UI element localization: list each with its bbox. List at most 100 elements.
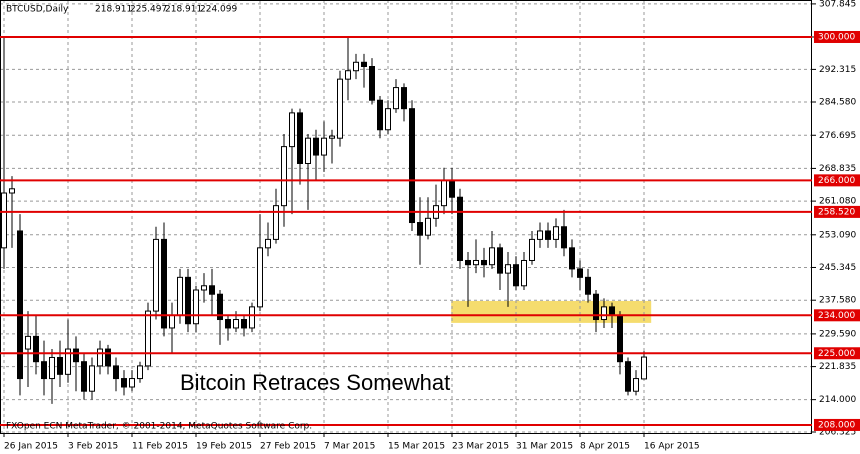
- candle-body: [265, 238, 271, 249]
- candle-body: [393, 87, 399, 110]
- candle-body: [417, 222, 423, 236]
- candle-body: [441, 179, 447, 207]
- candle-body: [545, 230, 551, 240]
- candle-body: [9, 188, 15, 194]
- candle-body: [497, 247, 503, 274]
- candle-body: [73, 348, 79, 363]
- candle-body: [425, 217, 431, 236]
- candle-body: [89, 365, 95, 392]
- candle-body: [153, 238, 159, 312]
- candle-body: [361, 61, 367, 68]
- candle-body: [17, 230, 23, 380]
- y-tick-label: 221.835: [819, 362, 856, 372]
- candle-body: [505, 264, 511, 274]
- candle-body: [65, 348, 71, 375]
- candle-body: [41, 361, 47, 380]
- candle-body: [97, 348, 103, 367]
- candle-body: [57, 356, 63, 375]
- candle-body: [185, 276, 191, 325]
- x-tick-label: 26 Jan 2015: [4, 442, 58, 452]
- candle-body: [617, 314, 623, 363]
- level-label: 234.000: [818, 311, 855, 321]
- y-tick-label: 229.590: [819, 329, 856, 339]
- candle-body: [25, 335, 31, 350]
- candle-body: [217, 293, 223, 321]
- footer: FXOpen ECN MetaTrader, © 2001-2014, Meta…: [6, 422, 312, 432]
- ohlc-close: 224.099: [200, 5, 237, 15]
- candle-body: [145, 310, 151, 367]
- candle-body: [249, 306, 255, 329]
- candle-body: [561, 226, 567, 249]
- x-tick-label: 23 Mar 2015: [452, 442, 509, 452]
- candle-body: [161, 238, 167, 329]
- candle-body: [305, 137, 311, 164]
- plot-frame: [0, 0, 812, 434]
- candle-body: [489, 247, 495, 266]
- candle-body: [369, 66, 375, 101]
- candle-body: [529, 238, 535, 261]
- candle-body: [385, 108, 391, 131]
- candle-body: [409, 108, 415, 224]
- candle-body: [457, 196, 463, 261]
- candle-body: [169, 314, 175, 329]
- candle-body: [465, 259, 471, 266]
- candle-body: [297, 112, 303, 164]
- candle-body: [337, 78, 343, 139]
- candle-body: [121, 378, 127, 388]
- candle-body: [289, 112, 295, 148]
- x-tick-label: 16 Apr 2015: [644, 442, 700, 452]
- candle-body: [281, 146, 287, 207]
- candle-body: [609, 306, 615, 316]
- candle-body: [81, 361, 87, 392]
- y-tick-label: 206.325: [819, 428, 856, 438]
- ohlc-open: 218.911: [95, 5, 132, 15]
- candle-body: [241, 319, 247, 329]
- y-tick-label: 245.345: [819, 263, 856, 273]
- candle-body: [473, 259, 479, 266]
- level-label: 258.520: [818, 207, 855, 217]
- candle-body: [33, 335, 39, 363]
- y-tick-label: 307.845: [819, 0, 856, 9]
- x-tick-label: 27 Feb 2015: [260, 442, 316, 452]
- y-tick-label: 292.315: [819, 65, 856, 75]
- y-tick-label: 276.695: [819, 131, 856, 141]
- level-label-bg: [814, 205, 860, 218]
- candle-body: [1, 192, 7, 249]
- level-label-bg: [814, 347, 860, 360]
- level-label-bg: [814, 309, 860, 322]
- candle-body: [257, 247, 263, 308]
- level-label-bg: [814, 30, 860, 43]
- y-tick-label: 253.090: [819, 230, 856, 240]
- candle-body: [577, 268, 583, 278]
- candle-body: [233, 319, 239, 329]
- candle-body: [49, 356, 55, 380]
- ohlc-low: 218.911: [165, 5, 202, 15]
- candle-body: [209, 285, 215, 295]
- x-tick-label: 19 Feb 2015: [196, 442, 252, 452]
- level-label-bg: [814, 418, 860, 431]
- level-label-bg: [814, 174, 860, 187]
- candle-body: [553, 226, 559, 240]
- ohlc-high: 225.497: [130, 5, 167, 15]
- y-tick-label: 237.580: [819, 296, 856, 306]
- candle-body: [321, 137, 327, 156]
- candle-body: [585, 276, 591, 295]
- y-tick-label: 268.835: [819, 164, 856, 174]
- candle-body: [537, 230, 543, 240]
- candle-body: [481, 259, 487, 266]
- candle-body: [513, 264, 519, 287]
- x-tick-label: 3 Feb 2015: [68, 442, 118, 452]
- y-tick-label: 214.000: [819, 395, 856, 405]
- candle-body: [201, 285, 207, 291]
- candle-body: [633, 378, 639, 392]
- candle-body: [521, 259, 527, 287]
- x-tick-label: 11 Feb 2015: [132, 442, 188, 452]
- y-tick-label: 284.580: [819, 98, 856, 108]
- candle-body: [193, 289, 199, 325]
- candle-body: [225, 319, 231, 329]
- candle-body: [273, 205, 279, 240]
- candle-body: [345, 70, 351, 80]
- candle-body: [313, 137, 319, 156]
